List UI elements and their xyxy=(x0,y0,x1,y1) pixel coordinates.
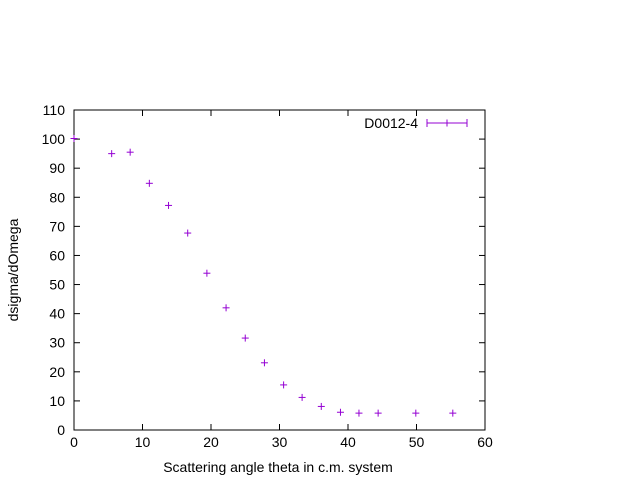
y-tick-label: 10 xyxy=(49,393,65,409)
data-point xyxy=(241,334,249,342)
x-axis-label: Scattering angle theta in c.m. system xyxy=(163,459,393,475)
y-tick-label: 70 xyxy=(49,218,65,234)
legend: D0012-4 xyxy=(364,115,468,131)
x-tick-label: 60 xyxy=(477,434,493,450)
y-tick-label: 20 xyxy=(49,364,65,380)
data-point xyxy=(449,409,457,417)
data-point xyxy=(145,179,153,187)
y-tick-label: 50 xyxy=(49,277,65,293)
x-tick-label: 40 xyxy=(340,434,356,450)
x-tick-label: 10 xyxy=(135,434,151,450)
data-point xyxy=(70,135,78,143)
y-tick-label: 100 xyxy=(42,131,66,147)
y-tick-label: 60 xyxy=(49,247,65,263)
legend-key xyxy=(426,119,468,127)
data-point xyxy=(280,381,288,389)
y-tick-label: 80 xyxy=(49,189,65,205)
y-tick-label: 0 xyxy=(57,422,65,438)
y-tick-label: 90 xyxy=(49,160,65,176)
data-point xyxy=(374,409,382,417)
data-point xyxy=(336,408,344,416)
x-tick-label: 30 xyxy=(272,434,288,450)
data-point xyxy=(108,150,116,158)
x-tick-label: 0 xyxy=(70,434,78,450)
x-tick-label: 50 xyxy=(409,434,425,450)
plot-frame xyxy=(73,109,486,431)
y-tick-label: 110 xyxy=(43,102,66,118)
legend-label: D0012-4 xyxy=(364,115,418,131)
data-point xyxy=(165,201,173,209)
data-point xyxy=(355,409,363,417)
data-point xyxy=(126,148,134,156)
y-tick-label: 40 xyxy=(49,306,65,322)
data-point xyxy=(317,402,325,410)
y-axis-label: dsigma/dOmega xyxy=(5,218,21,321)
axis-tick-labels: 0 10 20 30 40 50 60 0 10 20 30 40 50 60 70 80 90 100 110 xyxy=(42,102,493,450)
data-point xyxy=(203,269,211,277)
data-points xyxy=(70,135,457,417)
data-point xyxy=(222,304,230,312)
axis-ticks xyxy=(73,109,486,431)
data-point xyxy=(260,359,268,367)
data-point xyxy=(412,409,420,417)
data-point xyxy=(298,393,306,401)
data-point xyxy=(184,229,192,237)
x-tick-label: 20 xyxy=(203,434,219,450)
y-tick-label: 30 xyxy=(49,335,65,351)
